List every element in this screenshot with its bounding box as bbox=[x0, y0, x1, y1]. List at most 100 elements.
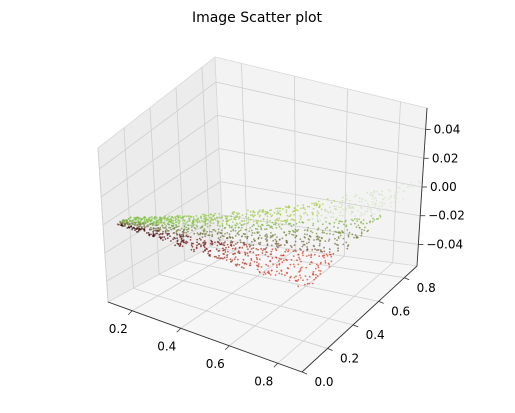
scatter-point bbox=[411, 185, 413, 188]
scatter-point bbox=[335, 243, 338, 246]
scatter-point bbox=[193, 250, 195, 253]
scatter-point bbox=[329, 211, 332, 214]
scatter-point bbox=[167, 230, 170, 232]
scatter-point bbox=[177, 243, 180, 246]
scatter-point bbox=[230, 240, 233, 243]
scatter-point bbox=[315, 232, 318, 235]
scatter-point bbox=[325, 232, 328, 235]
scatter-point bbox=[278, 244, 281, 247]
scatter-point bbox=[259, 243, 261, 246]
scatter-point bbox=[301, 252, 304, 255]
scatter-point bbox=[329, 253, 332, 256]
scatter-point bbox=[200, 245, 202, 248]
scatter-point bbox=[203, 215, 206, 218]
scatter-point bbox=[169, 220, 172, 223]
scatter-point bbox=[197, 243, 200, 246]
scatter-point bbox=[240, 224, 243, 226]
scatter-point bbox=[389, 190, 392, 192]
scatter-point bbox=[336, 239, 338, 242]
scatter-point bbox=[195, 219, 198, 222]
scatter-point bbox=[249, 219, 252, 221]
scatter-point bbox=[174, 219, 177, 222]
scatter-point bbox=[312, 213, 314, 216]
scatter-point bbox=[370, 211, 372, 213]
scatter-point bbox=[272, 263, 274, 265]
scatter-point bbox=[173, 232, 176, 234]
scatter-point bbox=[362, 222, 365, 225]
scatter-point bbox=[222, 247, 224, 250]
scatter-point bbox=[376, 208, 379, 211]
scatter-point bbox=[248, 245, 251, 248]
scatter-point bbox=[364, 226, 366, 229]
scatter-point bbox=[324, 208, 327, 211]
scatter-point bbox=[333, 199, 336, 202]
scatter-point bbox=[292, 255, 295, 257]
scatter-point bbox=[225, 259, 228, 261]
scatter-point bbox=[176, 214, 179, 217]
scatter-point bbox=[318, 255, 321, 257]
scatter-point bbox=[206, 218, 209, 221]
scatter-point bbox=[316, 214, 319, 217]
scatter-point bbox=[212, 222, 215, 225]
scatter-point bbox=[279, 213, 281, 216]
scatter-point bbox=[226, 232, 229, 234]
scatter-point bbox=[311, 218, 314, 220]
scatter-point bbox=[209, 250, 212, 252]
scatter-point bbox=[286, 218, 289, 221]
scatter-point bbox=[209, 242, 212, 245]
scatter-point bbox=[206, 248, 208, 251]
scatter-point bbox=[181, 239, 183, 242]
scatter-point bbox=[169, 235, 171, 238]
scatter-point bbox=[252, 244, 255, 247]
scatter-point bbox=[339, 214, 341, 217]
scatter-point bbox=[148, 233, 151, 236]
scatter-point bbox=[326, 255, 329, 257]
scatter-point bbox=[361, 198, 364, 200]
scatter-point bbox=[141, 226, 143, 228]
scatter-point bbox=[303, 236, 306, 238]
scatter-point bbox=[276, 266, 278, 269]
scatter-point bbox=[235, 216, 237, 219]
scatter-point bbox=[172, 217, 175, 219]
scatter-point bbox=[379, 214, 381, 217]
scatter-point bbox=[152, 217, 154, 220]
scatter-point bbox=[276, 243, 279, 245]
scatter-point bbox=[193, 248, 195, 251]
scatter-point bbox=[204, 222, 207, 225]
scatter-point bbox=[234, 235, 237, 237]
scatter-point bbox=[205, 217, 208, 219]
scatter-point bbox=[262, 209, 265, 212]
scatter-point bbox=[147, 225, 149, 228]
scatter-point bbox=[186, 224, 189, 227]
scatter-point bbox=[283, 231, 285, 234]
y-tick-label: 0.2 bbox=[340, 351, 359, 365]
scatter-point bbox=[200, 215, 202, 218]
scatter-point bbox=[285, 209, 288, 212]
scatter-point bbox=[373, 197, 376, 200]
scatter-point bbox=[177, 229, 180, 231]
scatter-point bbox=[306, 205, 309, 208]
scatter-point bbox=[312, 224, 314, 227]
scatter-point bbox=[161, 233, 164, 235]
scatter-point bbox=[238, 264, 241, 266]
scatter-point bbox=[159, 237, 162, 240]
scatter-point bbox=[210, 218, 212, 221]
scatter-point bbox=[236, 211, 238, 214]
scatter-point bbox=[302, 204, 305, 207]
scatter-point bbox=[289, 263, 292, 266]
scatter-point bbox=[274, 274, 277, 276]
scatter-point bbox=[243, 243, 246, 246]
scatter-point bbox=[166, 234, 169, 237]
scatter-point bbox=[155, 232, 158, 235]
scatter-point bbox=[189, 239, 192, 241]
scatter-point bbox=[305, 266, 308, 269]
scatter-point bbox=[120, 224, 123, 227]
scatter-point bbox=[172, 224, 175, 227]
scatter-point bbox=[225, 220, 228, 223]
z-tick-label: −0.02 bbox=[428, 209, 465, 223]
scatter-point bbox=[388, 197, 390, 200]
scatter-point bbox=[317, 212, 320, 215]
scatter-point bbox=[180, 238, 183, 240]
scatter-point bbox=[369, 193, 371, 196]
scatter-point bbox=[231, 241, 234, 243]
